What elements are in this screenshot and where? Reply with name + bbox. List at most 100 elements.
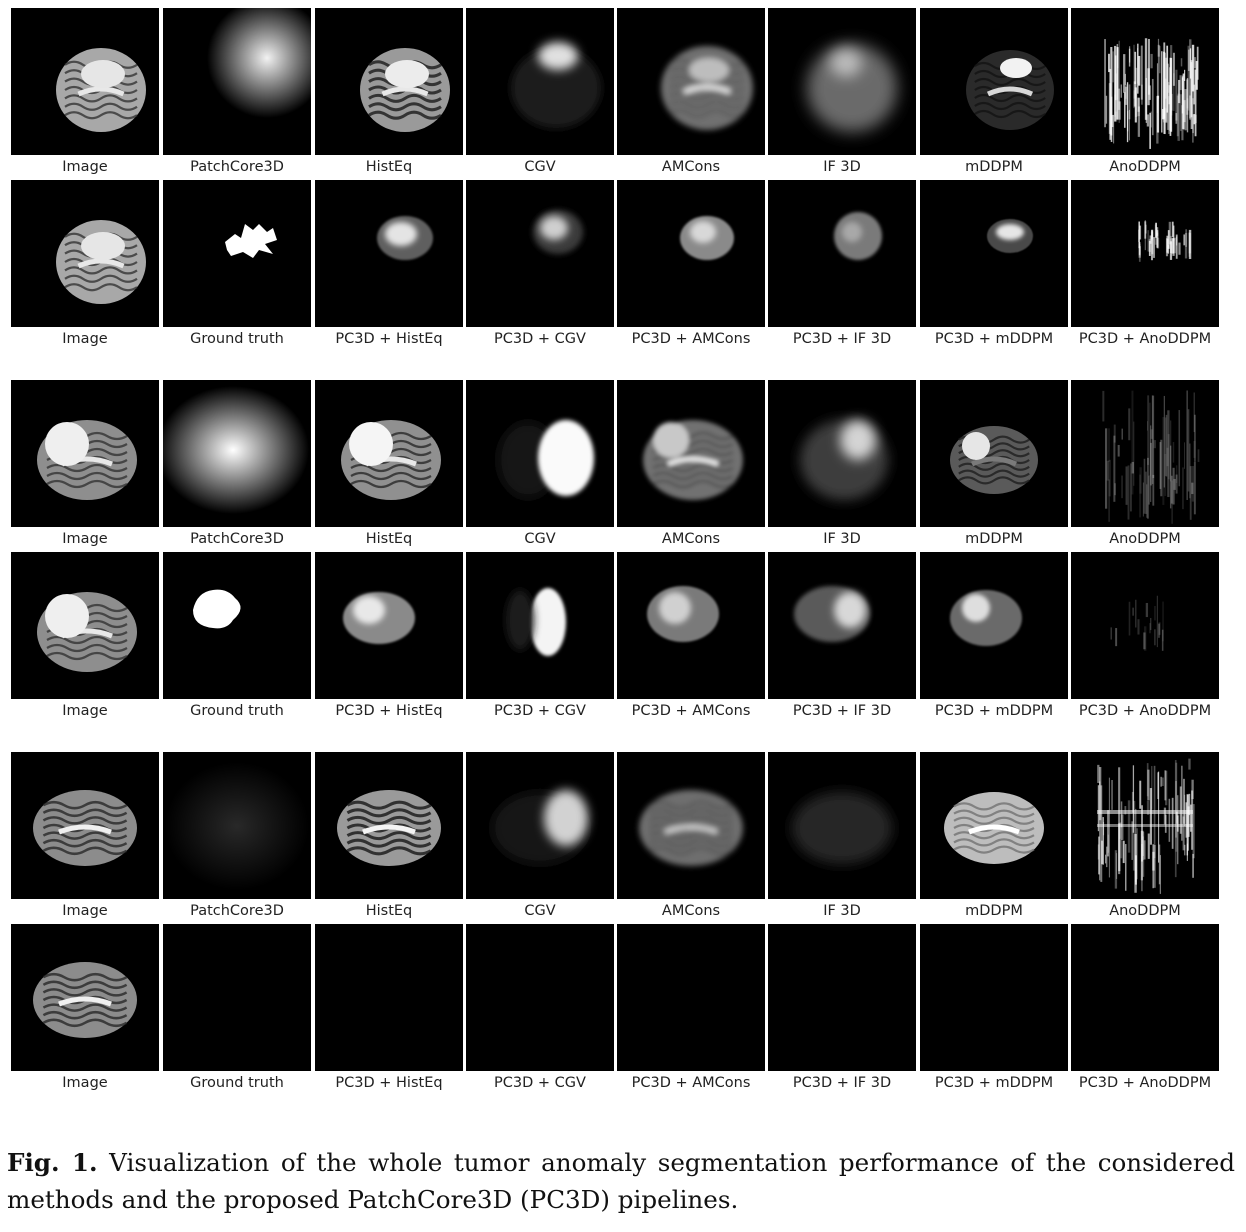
mri-slice-image [617,752,765,899]
panel-label: Image [62,531,108,547]
mri-slice-image [11,552,159,699]
mri-slice-image [920,380,1068,527]
panel-label: AMCons [661,903,721,919]
mri-slice-image [466,552,614,699]
mri-slice-image [466,752,614,899]
panel-label: HistEq [365,531,413,547]
panel-label: Image [62,159,108,175]
mri-slice-image [920,180,1068,327]
mri-slice-image [617,552,765,699]
panel-label: CGV [524,903,556,919]
caption-text: Visualization of the whole tumor anomaly… [7,1148,1235,1214]
mri-slice-image [163,380,311,527]
panel-label: mDDPM [965,159,1023,175]
figure-caption: Fig. 1. Visualization of the whole tumor… [7,1144,1235,1218]
panel-label: Ground truth [190,331,284,347]
panel-label: PC3D + mDDPM [934,703,1054,719]
mri-slice-image [920,8,1068,155]
panel-label: AMCons [661,531,721,547]
panel-label: AnoDDPM [1109,531,1181,547]
panel-label: HistEq [365,903,413,919]
panel-label: PC3D + IF 3D [792,331,892,347]
panel-label: CGV [524,159,556,175]
panel-label: mDDPM [965,531,1023,547]
panel-label: Image [62,703,108,719]
panel-label: PC3D + AnoDDPM [1078,703,1212,719]
mri-slice-image [163,924,311,1071]
panel-label: IF 3D [823,159,861,175]
mri-slice-image [315,924,463,1071]
panel-label: PC3D + AnoDDPM [1078,331,1212,347]
mri-slice-image [315,552,463,699]
mri-slice-image [466,8,614,155]
mri-slice-image [1071,924,1219,1071]
panel-label: PC3D + HistEq [335,331,443,347]
mri-slice-image [920,752,1068,899]
panel-label: PC3D + mDDPM [934,1075,1054,1091]
panel-label: mDDPM [965,903,1023,919]
panel-label: AMCons [661,159,721,175]
panel-label: PC3D + IF 3D [792,1075,892,1091]
mri-slice-image [163,180,311,327]
mri-slice-image [1071,552,1219,699]
mri-slice-image [1071,380,1219,527]
mri-slice-image [315,180,463,327]
panel-label: HistEq [365,159,413,175]
panel-label: Image [62,903,108,919]
mri-slice-image [466,380,614,527]
mri-slice-image [11,180,159,327]
mri-slice-image [11,752,159,899]
panel-label: IF 3D [823,903,861,919]
figure: Image PatchCore3D HistEq CGV AMCons IF 3D mDDP… [11,8,1219,1091]
mri-slice-image [768,924,916,1071]
panel-label: PC3D + AnoDDPM [1078,1075,1212,1091]
panel-label: PatchCore3D [190,903,284,919]
mri-slice-image [617,924,765,1071]
panel-label: PC3D + AMCons [631,331,751,347]
panel-label: PC3D + IF 3D [792,703,892,719]
mri-slice-image [315,380,463,527]
mri-slice-image [163,752,311,899]
panel-label: Image [62,331,108,347]
panel-label: PC3D + HistEq [335,1075,443,1091]
panel-label: PC3D + AMCons [631,703,751,719]
mri-slice-image [920,552,1068,699]
mri-slice-image [315,752,463,899]
mri-slice-image [617,380,765,527]
panel-label: AnoDDPM [1109,903,1181,919]
panel-label: PC3D + AMCons [631,1075,751,1091]
panel-label: Ground truth [190,703,284,719]
mri-slice-image [768,552,916,699]
panel-label: PC3D + CGV [494,331,586,347]
mri-slice-image [11,8,159,155]
panel-label: CGV [524,531,556,547]
panel-label: Image [62,1075,108,1091]
panel-label: PC3D + HistEq [335,703,443,719]
mri-slice-image [617,8,765,155]
mri-slice-image [11,380,159,527]
panel-label: IF 3D [823,531,861,547]
mri-slice-image [768,752,916,899]
mri-slice-image [466,180,614,327]
panel-label: PatchCore3D [190,159,284,175]
panel-label: Ground truth [190,1075,284,1091]
mri-slice-image [163,552,311,699]
caption-prefix: Fig. 1. [7,1148,98,1177]
mri-slice-image [920,924,1068,1071]
mri-slice-image [1071,752,1219,899]
mri-slice-image [768,380,916,527]
mri-slice-image [617,180,765,327]
panel-label: PC3D + mDDPM [934,331,1054,347]
panel-label: AnoDDPM [1109,159,1181,175]
mri-slice-image [768,180,916,327]
mri-slice-image [1071,8,1219,155]
panel-label: PatchCore3D [190,531,284,547]
mri-slice-image [466,924,614,1071]
mri-slice-image [163,8,311,155]
mri-slice-image [1071,180,1219,327]
mri-slice-image [315,8,463,155]
mri-slice-image [11,924,159,1071]
mri-slice-image [768,8,916,155]
panel-label: PC3D + CGV [494,703,586,719]
panel-label: PC3D + CGV [494,1075,586,1091]
